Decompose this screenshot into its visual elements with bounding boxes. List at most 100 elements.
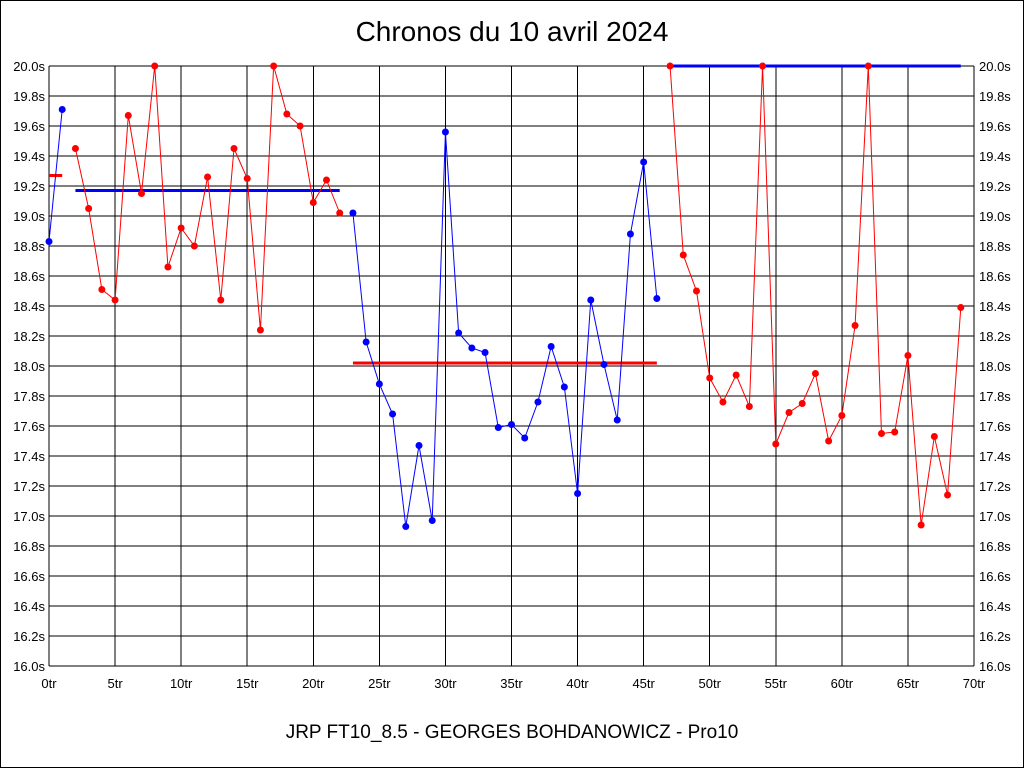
data-point xyxy=(45,238,53,245)
data-point xyxy=(164,263,172,271)
data-point xyxy=(732,371,740,379)
x-tick-label: 40tr xyxy=(566,676,589,691)
y-tick-label-left: 19.2s xyxy=(13,179,45,194)
data-point xyxy=(98,286,106,293)
y-tick-label-right: 17.0s xyxy=(979,509,1011,524)
x-tick-label: 45tr xyxy=(632,676,655,691)
x-tick-label: 30tr xyxy=(434,676,457,691)
data-point xyxy=(283,110,291,118)
y-tick-label-left: 20.0s xyxy=(13,59,45,74)
x-tick-label: 15tr xyxy=(236,676,259,691)
y-tick-label-left: 18.2s xyxy=(13,329,45,344)
y-tick-label-right: 19.8s xyxy=(979,89,1011,104)
series-line xyxy=(352,131,658,527)
y-tick-label-left: 16.6s xyxy=(13,569,45,584)
data-point xyxy=(243,175,251,182)
data-point xyxy=(719,398,727,406)
data-point xyxy=(58,106,66,113)
data-point xyxy=(124,112,132,119)
y-tick-label-left: 17.6s xyxy=(13,419,45,434)
data-point xyxy=(521,434,529,442)
data-point xyxy=(547,343,555,350)
data-point xyxy=(85,205,93,212)
data-point xyxy=(560,383,568,391)
y-tick-label-right: 16.6s xyxy=(979,569,1011,584)
data-point xyxy=(811,370,819,377)
y-tick-label-right: 16.0s xyxy=(979,659,1011,674)
y-tick-label-left: 19.0s xyxy=(13,209,45,224)
x-tick-label: 20tr xyxy=(302,676,325,691)
x-tick-label: 35tr xyxy=(500,676,523,691)
data-point xyxy=(574,490,582,497)
y-tick-label-left: 19.8s xyxy=(13,89,45,104)
y-tick-label-left: 17.8s xyxy=(13,389,45,404)
y-tick-label-right: 20.0s xyxy=(979,59,1011,74)
data-point xyxy=(309,199,317,206)
x-tick-label: 70tr xyxy=(963,676,986,691)
data-point xyxy=(613,416,621,424)
y-tick-label-right: 18.6s xyxy=(979,269,1011,284)
data-point xyxy=(772,440,780,448)
x-tick-label: 10tr xyxy=(170,676,193,691)
y-tick-label-left: 16.0s xyxy=(13,659,45,674)
data-point xyxy=(494,424,502,431)
data-point xyxy=(957,304,965,311)
data-point xyxy=(851,322,859,329)
data-point xyxy=(230,145,238,152)
data-point xyxy=(626,230,634,238)
data-point xyxy=(389,410,397,418)
data-point xyxy=(508,421,515,428)
y-tick-label-left: 17.0s xyxy=(13,509,45,524)
y-tick-label-right: 17.6s xyxy=(979,419,1011,434)
data-point xyxy=(600,361,608,368)
y-tick-label-right: 18.2s xyxy=(979,329,1011,344)
data-point xyxy=(71,145,79,152)
data-point xyxy=(468,344,476,352)
y-tick-label-right: 17.2s xyxy=(979,479,1011,494)
data-point xyxy=(640,158,648,166)
data-point xyxy=(481,349,489,356)
y-tick-label-right: 16.8s xyxy=(979,539,1011,554)
y-tick-label-right: 18.0s xyxy=(979,359,1011,374)
data-point xyxy=(917,521,925,529)
data-point xyxy=(349,209,357,217)
data-point xyxy=(111,296,119,304)
data-point xyxy=(825,437,833,445)
data-point xyxy=(878,430,885,437)
data-point xyxy=(217,296,225,304)
y-tick-label-right: 19.4s xyxy=(979,149,1011,164)
y-tick-label-right: 17.4s xyxy=(979,449,1011,464)
y-tick-label-left: 16.4s xyxy=(13,599,45,614)
data-point xyxy=(864,62,872,70)
data-point xyxy=(891,428,899,436)
y-tick-label-left: 18.0s xyxy=(13,359,45,374)
data-point xyxy=(138,190,145,197)
data-point xyxy=(785,409,793,416)
chart-footer: JRP FT10_8.5 - GEORGES BOHDANOWICZ - Pro… xyxy=(285,722,739,743)
y-tick-label-right: 18.4s xyxy=(979,299,1011,314)
y-tick-label-right: 16.2s xyxy=(979,629,1011,644)
data-point xyxy=(653,295,661,302)
average-lines xyxy=(49,64,961,365)
x-tick-label: 5tr xyxy=(107,676,123,691)
data-point xyxy=(679,251,687,259)
data-point xyxy=(838,412,846,419)
data-point xyxy=(798,400,806,407)
data-point xyxy=(256,326,264,334)
y-tick-label-left: 18.8s xyxy=(13,239,45,254)
data-point xyxy=(693,287,700,295)
y-tick-label-left: 16.8s xyxy=(13,539,45,554)
data-point xyxy=(441,128,449,136)
data-point xyxy=(190,242,198,250)
data-point xyxy=(204,173,212,181)
x-tick-label: 55tr xyxy=(765,676,788,691)
y-tick-label-right: 17.8s xyxy=(979,389,1011,404)
series-group xyxy=(45,62,965,530)
y-tick-label-right: 18.8s xyxy=(979,239,1011,254)
data-point xyxy=(759,62,767,70)
data-point xyxy=(296,122,304,130)
data-point xyxy=(745,403,753,410)
y-tick-label-left: 16.2s xyxy=(13,629,45,644)
data-point xyxy=(455,329,463,337)
x-tick-label: 60tr xyxy=(831,676,854,691)
